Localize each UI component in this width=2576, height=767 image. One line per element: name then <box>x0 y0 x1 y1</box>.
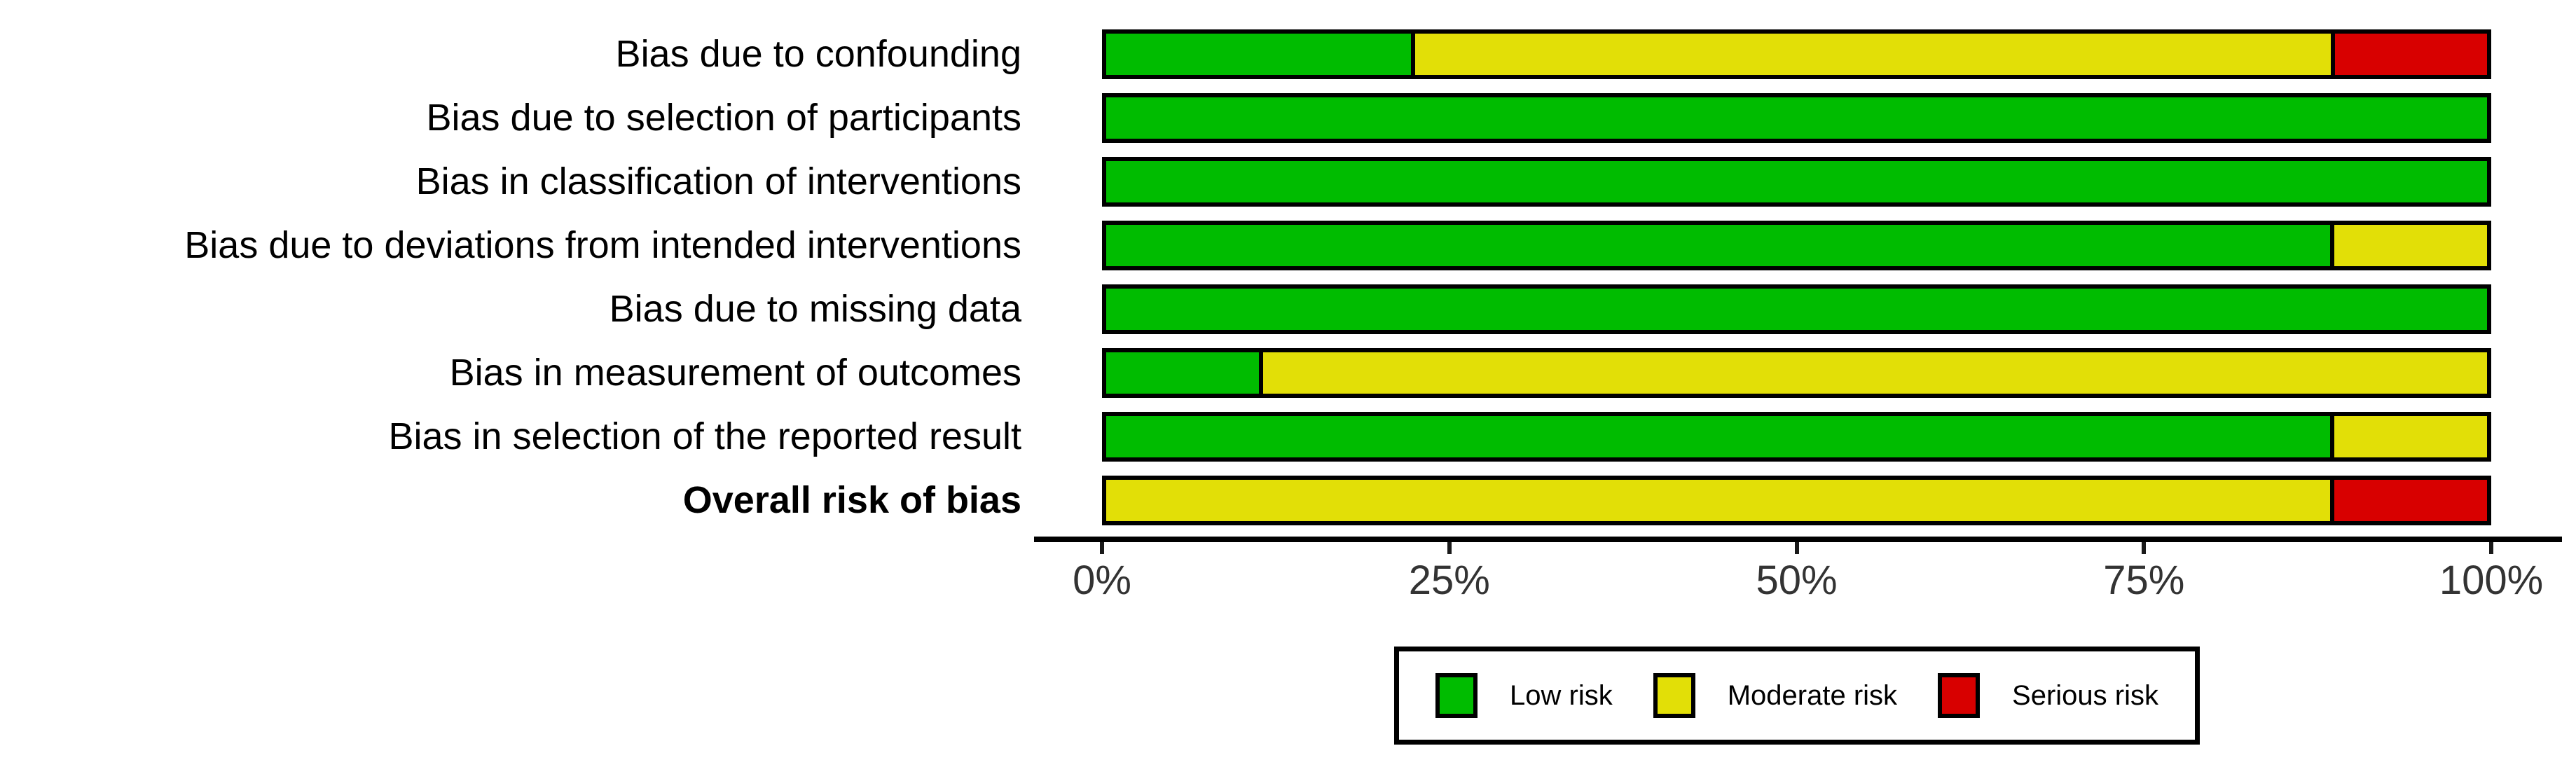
legend-entry: Serious risk <box>1938 673 2158 718</box>
bar-segment-moderate-risk <box>2329 416 2487 457</box>
category-label: Bias due to confounding <box>615 33 1021 75</box>
category-label: Overall risk of bias <box>682 479 1021 521</box>
bar-segment-low-risk <box>1106 34 1411 75</box>
x-axis-line <box>1034 537 2562 542</box>
legend-swatch-serious-risk <box>1938 673 1981 718</box>
legend-swatch-moderate-risk <box>1653 673 1695 718</box>
bar-segment-low-risk <box>1106 416 2330 457</box>
legend-entry: Moderate risk <box>1653 673 1897 718</box>
x-axis-tick-label: 75% <box>2103 558 2185 603</box>
legend-box: Low risk Moderate risk Serious risk <box>1394 647 2200 745</box>
bar-segment-low-risk <box>1106 225 2330 266</box>
legend-label: Moderate risk <box>1727 679 1898 711</box>
category-label: Bias in selection of the reported result <box>388 415 1022 457</box>
category-label: Bias due to deviations from intended int… <box>184 224 1021 266</box>
stacked-bar <box>1102 476 2491 525</box>
bar-segment-low-risk <box>1106 97 2487 139</box>
stacked-bar <box>1102 348 2491 398</box>
category-label: Bias in classification of interventions <box>415 160 1021 202</box>
legend-label: Serious risk <box>2012 679 2158 711</box>
bar-segment-low-risk <box>1106 352 1260 394</box>
x-axis-tick <box>2142 542 2147 554</box>
stacked-bar <box>1102 412 2491 462</box>
x-axis-tick <box>1794 542 1799 554</box>
x-axis-tick-label: 50% <box>1756 558 1838 603</box>
bar-segment-moderate-risk <box>1410 34 2331 75</box>
legend-swatch-low-risk <box>1435 673 1478 718</box>
x-axis-tick-label: 0% <box>1073 558 1131 603</box>
x-axis-tick-label: 25% <box>1408 558 1490 603</box>
bar-segment-low-risk <box>1106 161 2487 202</box>
bar-segment-moderate-risk <box>2329 225 2487 266</box>
category-label: Bias due to selection of participants <box>426 97 1022 139</box>
stacked-bar <box>1102 221 2491 270</box>
legend-entry: Low risk <box>1435 673 1613 718</box>
bar-segment-serious-risk <box>2330 34 2487 75</box>
category-label: Bias in measurement of outcomes <box>449 352 1021 394</box>
x-axis-tick <box>1447 542 1452 554</box>
bar-segment-low-risk <box>1106 289 2487 330</box>
bar-segment-moderate-risk <box>1106 480 2330 521</box>
stacked-bar <box>1102 284 2491 334</box>
legend-label: Low risk <box>1510 679 1613 711</box>
bar-segment-serious-risk <box>2329 480 2487 521</box>
bar-segment-moderate-risk <box>1259 352 2487 394</box>
stacked-bar <box>1102 93 2491 143</box>
stacked-bar <box>1102 29 2491 79</box>
x-axis-tick <box>1100 542 1104 554</box>
category-label: Bias due to missing data <box>609 288 1021 330</box>
x-axis-tick <box>2489 542 2493 554</box>
x-axis-tick-label: 100% <box>2439 558 2544 603</box>
stacked-bar <box>1102 157 2491 207</box>
